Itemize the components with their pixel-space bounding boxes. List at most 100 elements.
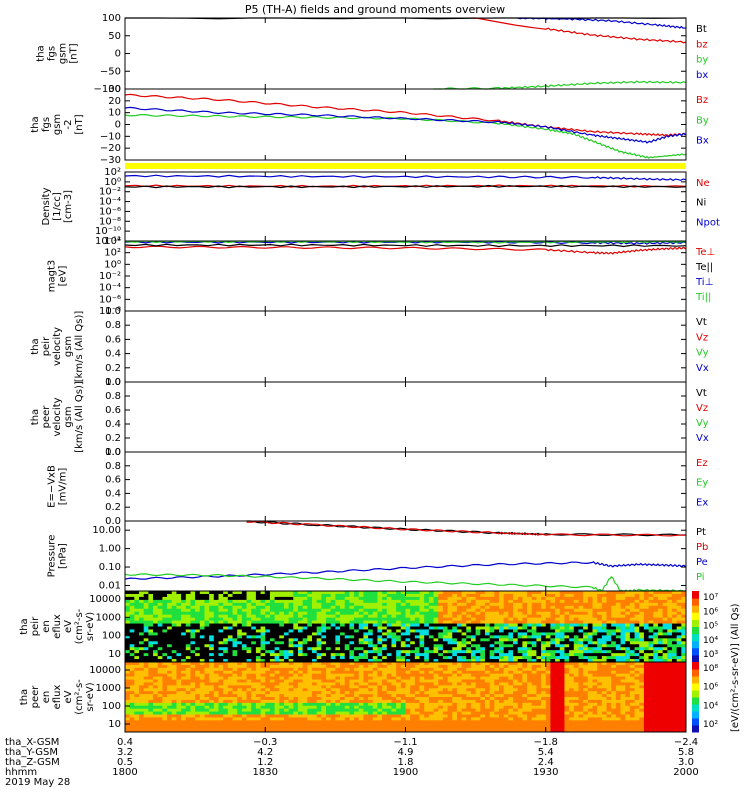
heatmap-cell — [681, 605, 687, 610]
heatmap-cell — [456, 641, 463, 645]
heatmap-cell — [237, 591, 243, 595]
heatmap-cell — [283, 694, 290, 698]
heatmap-cell — [312, 708, 318, 713]
heatmap-cell — [279, 644, 285, 648]
heatmap-cell — [625, 623, 631, 627]
heatmap-cell — [251, 591, 257, 595]
heatmap-cell — [452, 602, 458, 607]
heatmap-cell — [410, 691, 416, 695]
heatmap-cell — [494, 596, 500, 601]
heatmap-cell — [442, 602, 449, 607]
heatmap-cell — [153, 629, 159, 633]
y-tick-label: 0.0 — [105, 447, 121, 458]
heatmap-cell — [265, 664, 271, 669]
heatmap-cell — [438, 662, 444, 666]
heatmap-cell — [213, 697, 219, 701]
heatmap-cell — [237, 623, 243, 627]
heatmap-cell — [368, 702, 374, 707]
heatmap-cell — [555, 593, 561, 598]
heatmap-cell — [237, 708, 243, 713]
heatmap-cell — [199, 596, 205, 601]
heatmap-cell — [195, 676, 201, 680]
heatmap-cell — [601, 593, 608, 598]
heatmap-cell — [199, 670, 205, 675]
heatmap-cell — [223, 720, 229, 724]
heatmap-cell — [671, 617, 678, 622]
heatmap-cell — [171, 685, 177, 689]
heatmap-cell — [157, 720, 163, 724]
heatmap-cell — [480, 647, 486, 651]
heatmap-cell — [335, 608, 341, 613]
heatmap-cell — [363, 699, 369, 704]
heatmap-cell — [241, 605, 248, 610]
heatmap-cell — [335, 659, 341, 663]
heatmap-cell — [302, 670, 308, 675]
heatmap-cell — [162, 697, 168, 701]
heatmap-cell — [349, 614, 355, 619]
heatmap-cell — [199, 717, 205, 721]
heatmap-cell — [625, 656, 631, 660]
heatmap-cell — [307, 650, 313, 654]
heatmap-cell — [227, 650, 234, 654]
heatmap-cell — [470, 650, 477, 654]
heatmap-cell — [326, 599, 332, 604]
heatmap-cell — [213, 644, 219, 648]
heatmap-cell — [241, 623, 248, 627]
heatmap-cell — [297, 711, 304, 715]
heatmap-cell — [265, 635, 271, 639]
heatmap-cell — [681, 623, 687, 627]
heatmap-cell — [391, 670, 397, 675]
heatmap-cell — [195, 620, 201, 625]
heatmap-cell — [419, 608, 425, 613]
heatmap-cell — [363, 620, 369, 625]
heatmap-cell — [340, 596, 346, 601]
heatmap-cell — [162, 656, 168, 660]
heatmap-cell — [237, 662, 243, 666]
heatmap-cell — [419, 638, 425, 642]
heatmap-cell — [363, 638, 369, 642]
heatmap-cell — [195, 641, 201, 645]
heatmap-cell — [484, 617, 491, 622]
heatmap-cell — [569, 650, 575, 654]
heatmap-cell — [312, 602, 318, 607]
heatmap-cell — [438, 602, 444, 607]
heatmap-cell — [218, 729, 224, 733]
heatmap-cell — [312, 711, 318, 715]
heatmap-cell — [414, 717, 421, 721]
heatmap-cell — [251, 647, 257, 651]
heatmap-cell — [653, 599, 659, 604]
heatmap-cell — [227, 688, 234, 692]
heatmap-cell — [297, 596, 304, 601]
heatmap-cell — [671, 626, 678, 630]
heatmap-cell — [456, 679, 463, 683]
heatmap-cell — [279, 659, 285, 663]
heatmap-cell — [368, 688, 374, 692]
heatmap-cell — [555, 647, 561, 651]
heatmap-cell — [288, 629, 294, 633]
heatmap-cell — [587, 656, 593, 660]
heatmap-cell — [480, 626, 486, 630]
heatmap-cell — [302, 717, 308, 721]
heatmap-cell — [176, 676, 182, 680]
heatmap-cell — [307, 679, 313, 683]
heatmap-cell — [307, 644, 313, 648]
heatmap-cell — [139, 605, 145, 610]
heatmap-cell — [293, 644, 299, 648]
heatmap-cell — [190, 599, 196, 604]
heatmap-cell — [255, 685, 262, 689]
heatmap-cell — [578, 614, 584, 619]
heatmap-cell — [377, 614, 383, 619]
heatmap-cell — [260, 705, 266, 710]
heatmap-cell — [316, 599, 322, 604]
heatmap-cell — [653, 620, 659, 625]
heatmap-cell — [503, 599, 509, 604]
heatmap-cell — [302, 605, 308, 610]
heatmap-cell — [578, 599, 584, 604]
heatmap-cell — [629, 620, 636, 625]
heatmap-cell — [405, 611, 411, 616]
heatmap-cell — [354, 659, 360, 663]
heatmap-cell — [545, 608, 551, 613]
heatmap-cell — [312, 714, 318, 718]
heatmap-cell — [181, 608, 187, 613]
heatmap-cell — [143, 659, 149, 663]
